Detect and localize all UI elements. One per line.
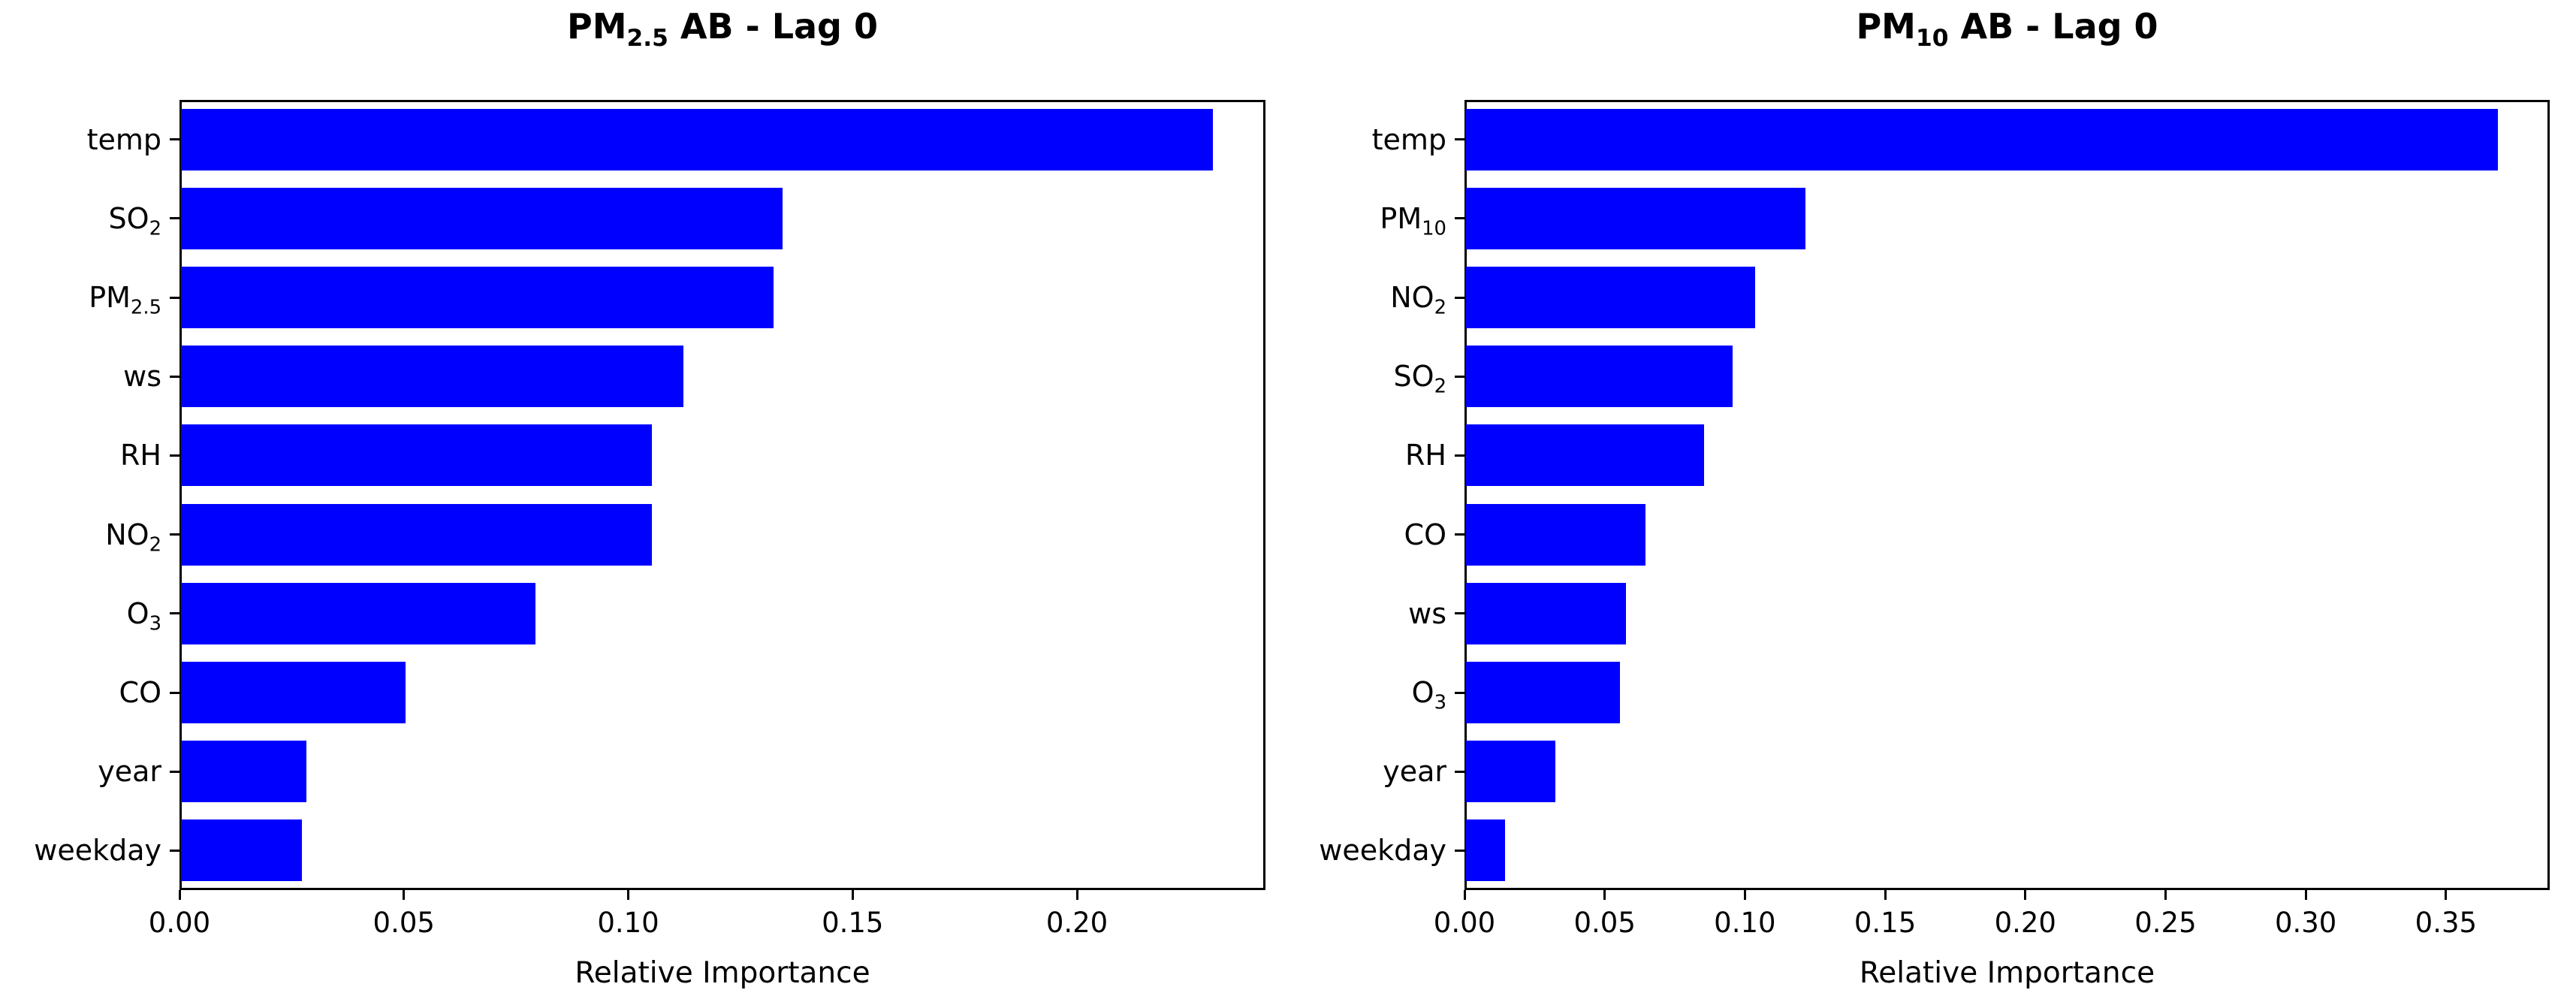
y-tick-label: NO2 <box>1390 281 1446 319</box>
x-tick-label: 0.35 <box>2415 907 2478 939</box>
y-tick-label: temp <box>86 122 161 156</box>
y-tick-label: NO2 <box>105 518 161 557</box>
y-tick-label: O3 <box>1411 676 1446 714</box>
x-tick-mark <box>2304 890 2307 900</box>
y-tick-mark <box>170 375 179 378</box>
x-tick-mark <box>178 890 181 900</box>
x-tick-mark <box>2024 890 2027 900</box>
y-tick-mark <box>1455 296 1464 299</box>
y-tick-mark <box>170 533 179 536</box>
bar-year <box>181 741 307 803</box>
bar-ws <box>181 346 684 408</box>
y-tick-mark <box>1455 612 1464 615</box>
x-tick-label: 0.20 <box>1045 907 1109 939</box>
bar-year <box>1466 741 1556 803</box>
y-tick-label: SO2 <box>108 201 161 240</box>
x-tick-mark <box>403 890 406 900</box>
y-tick-label: year <box>98 755 161 789</box>
x-tick-label: 0.30 <box>2274 907 2337 939</box>
y-tick-label: O3 <box>126 596 161 635</box>
y-tick-label: weekday <box>1319 834 1446 868</box>
y-tick-mark <box>1455 691 1464 694</box>
bar-CO <box>1466 503 1645 566</box>
bar-PM2.5 <box>181 266 774 329</box>
bar-ws <box>1466 582 1626 644</box>
chart-title: PM10 AB - Lag 0 <box>1856 6 2158 53</box>
y-tick-mark <box>1455 454 1464 457</box>
y-tick-label: weekday <box>34 834 161 868</box>
bar-PM10 <box>1466 187 1805 249</box>
x-tick-label: 0.00 <box>1433 907 1496 939</box>
bar-SO2 <box>1466 346 1733 408</box>
bar-O3 <box>181 582 536 644</box>
bar-CO <box>181 661 406 724</box>
bar-SO2 <box>181 187 783 249</box>
x-tick-label: 0.15 <box>1854 907 1917 939</box>
bar-O3 <box>1466 661 1621 724</box>
y-tick-mark <box>170 454 179 457</box>
x-tick-mark <box>1075 890 1078 900</box>
x-tick-label: 0.05 <box>373 907 435 939</box>
y-tick-mark <box>1455 770 1464 773</box>
x-tick-label: 0.15 <box>822 907 884 939</box>
x-tick-label: 0.20 <box>1994 907 2056 939</box>
y-tick-label: ws <box>123 360 161 394</box>
y-tick-label: RH <box>120 439 161 472</box>
y-tick-label: PM10 <box>1380 201 1446 240</box>
x-tick-mark <box>1463 890 1466 900</box>
y-tick-mark <box>170 849 179 852</box>
bar-NO2 <box>181 503 653 566</box>
chart-title: PM2.5 AB - Lag 0 <box>567 6 878 53</box>
y-tick-mark <box>170 770 179 773</box>
x-tick-mark <box>851 890 854 900</box>
y-tick-label: RH <box>1405 439 1446 472</box>
x-tick-label: 0.25 <box>2134 907 2197 939</box>
y-tick-mark <box>170 691 179 694</box>
x-tick-mark <box>627 890 630 900</box>
y-tick-mark <box>170 217 179 220</box>
x-tick-label: 0.10 <box>597 907 659 939</box>
y-tick-label: year <box>1383 755 1446 789</box>
bar-RH <box>181 424 653 487</box>
x-tick-mark <box>2445 890 2448 900</box>
y-tick-mark <box>170 296 179 299</box>
bar-RH <box>1466 424 1705 487</box>
y-tick-mark <box>1455 375 1464 378</box>
y-tick-mark <box>1455 533 1464 536</box>
y-tick-mark <box>1455 849 1464 852</box>
x-tick-mark <box>1603 890 1606 900</box>
x-tick-mark <box>1743 890 1746 900</box>
y-tick-label: CO <box>1404 518 1446 551</box>
x-tick-mark <box>1884 890 1887 900</box>
x-axis-label: Relative Importance <box>1859 956 2155 990</box>
bar-weekday <box>181 819 303 882</box>
y-tick-label: ws <box>1408 596 1446 630</box>
bar-weekday <box>1466 819 1506 882</box>
y-tick-label: SO2 <box>1393 360 1446 398</box>
x-tick-mark <box>2164 890 2167 900</box>
y-tick-mark <box>1455 138 1464 141</box>
x-tick-label: 0.00 <box>148 907 211 939</box>
bar-NO2 <box>1466 266 1755 329</box>
y-tick-label: CO <box>119 676 161 709</box>
y-tick-mark <box>170 138 179 141</box>
x-axis-label: Relative Importance <box>575 956 870 990</box>
y-tick-label: temp <box>1371 122 1446 156</box>
x-tick-label: 0.05 <box>1573 907 1636 939</box>
bar-temp <box>181 108 1214 171</box>
y-tick-mark <box>1455 217 1464 220</box>
bar-temp <box>1466 108 2499 171</box>
y-tick-label: PM2.5 <box>89 281 161 319</box>
y-tick-mark <box>170 612 179 615</box>
x-tick-label: 0.10 <box>1714 907 1776 939</box>
